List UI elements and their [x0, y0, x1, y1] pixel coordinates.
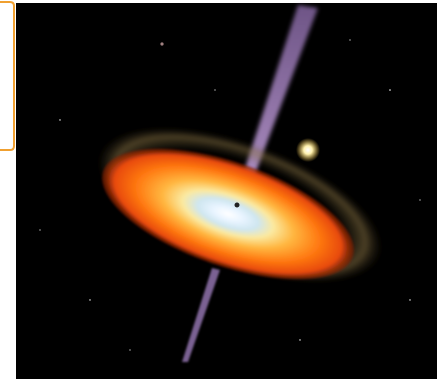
stars [39, 39, 421, 351]
black-hole [234, 202, 240, 208]
lower-jet [182, 268, 220, 362]
companion-star [296, 138, 320, 162]
side-panel-edge [0, 1, 15, 151]
accretion-disk [102, 148, 354, 280]
